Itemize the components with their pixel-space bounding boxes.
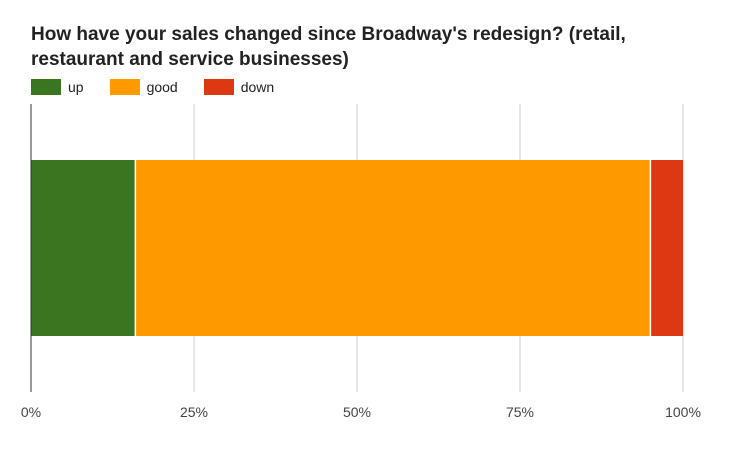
x-tick-label: 50% <box>343 404 371 420</box>
chart-title: How have your sales changed since Broadw… <box>31 24 626 70</box>
bar-up <box>31 160 136 336</box>
legend-item-good: good <box>109 79 178 95</box>
legend-label-down: down <box>240 79 275 95</box>
x-tick-label: 75% <box>506 404 534 420</box>
legend-label-good: good <box>146 79 178 95</box>
legend-swatch-good <box>109 79 140 95</box>
x-tick-label: 100% <box>665 404 701 420</box>
bar-good <box>135 160 651 336</box>
legend: up good down <box>31 79 300 95</box>
legend-label-up: up <box>68 79 84 95</box>
x-tick-label: 0% <box>21 404 41 420</box>
legend-item-down: down <box>203 79 275 95</box>
legend-swatch-up <box>31 79 61 95</box>
legend-swatch-down <box>203 79 234 95</box>
x-tick-label: 25% <box>180 404 208 420</box>
legend-item-up: up <box>31 79 84 95</box>
bar-down <box>650 160 683 336</box>
